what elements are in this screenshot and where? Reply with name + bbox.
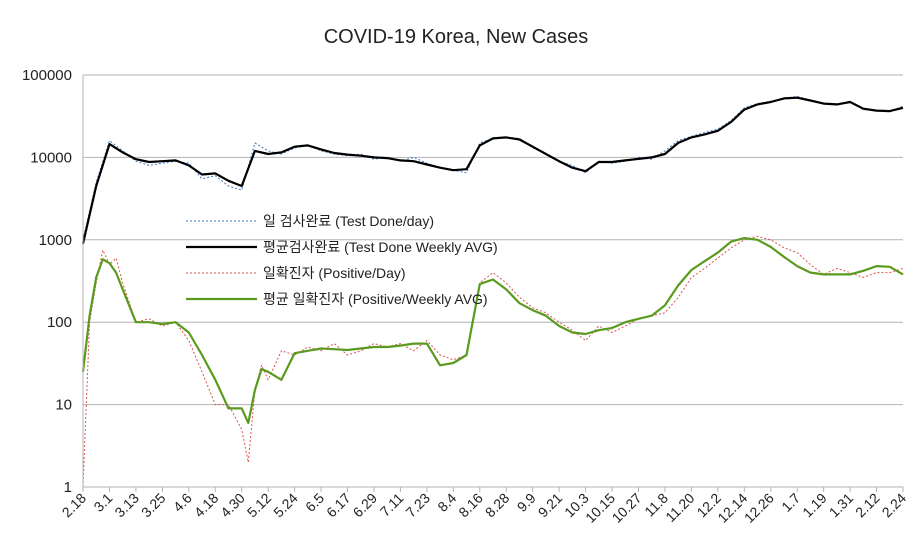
legend: 일 검사완료 (Test Done/day) 평균검사완료 (Test Done …	[186, 213, 498, 307]
positive-weekly-avg-line	[81, 237, 904, 424]
x-tick-label: 4.30	[217, 490, 248, 521]
x-tick-label: 8.16	[455, 490, 486, 521]
y-tick-label: 1000	[39, 232, 72, 249]
x-tick-label: 6.17	[323, 490, 354, 521]
legend-item-tests-daily: 일 검사완료 (Test Done/day)	[186, 213, 434, 229]
x-tick-label: 5.24	[270, 490, 301, 521]
legend-label: 평균검사완료 (Test Done Weekly AVG)	[263, 239, 498, 255]
y-tick-label: 1	[64, 479, 72, 496]
x-tick-label: 4.6	[170, 490, 195, 515]
legend-item-tests-weekly-avg: 평균검사완료 (Test Done Weekly AVG)	[186, 239, 498, 255]
x-tick-label: 10.15	[582, 490, 618, 526]
x-tick-label: 1.19	[799, 490, 830, 521]
x-tick-label: 7.11	[377, 490, 407, 520]
x-tick-label: 7.23	[402, 490, 433, 521]
x-tick-label: 12.14	[714, 490, 750, 526]
x-tick-label: 3.13	[111, 490, 142, 521]
x-tick-label: 6.5	[302, 490, 327, 515]
legend-label: 평균 일확진자 (Positive/Weekly AVG)	[263, 291, 488, 307]
chart-title: COVID-19 Korea, New Cases	[324, 26, 589, 48]
grid-layer	[83, 74, 903, 488]
tests-daily-line	[82, 95, 904, 240]
y-tick-label: 10	[55, 397, 72, 414]
x-tick-label: 2.12	[852, 490, 883, 521]
x-tick-label: 3.25	[138, 490, 169, 521]
x-tick-label: 6.29	[350, 490, 381, 521]
y-tick-label: 100	[47, 314, 72, 331]
x-tick-label: 11.20	[662, 490, 698, 526]
x-tick-label: 4.18	[191, 490, 222, 521]
x-tick-label: 8.4	[434, 490, 459, 515]
tests-weekly-avg-line	[81, 96, 904, 244]
y-tick-label: 100000	[22, 67, 72, 84]
x-tick-label: 10.27	[609, 490, 645, 526]
x-tick-label: 3.1	[90, 490, 115, 515]
x-tick-label: 9.21	[535, 490, 566, 521]
x-tick-label: 12.26	[741, 490, 777, 526]
y-tick-label: 10000	[30, 149, 72, 166]
x-tick-label: 8.28	[482, 490, 513, 521]
x-tick-label: 9.9	[514, 490, 539, 515]
positive-daily-line	[82, 235, 904, 488]
series-layer	[81, 95, 904, 488]
legend-label: 일 검사완료 (Test Done/day)	[263, 213, 434, 229]
legend-item-positive-daily: 일확진자 (Positive/Day)	[186, 265, 406, 281]
x-tick-label: 5.12	[244, 490, 275, 521]
x-tick-label: 1.31	[826, 490, 857, 521]
legend-item-positive-weekly-avg: 평균 일확진자 (Positive/Weekly AVG)	[186, 291, 488, 307]
legend-label: 일확진자 (Positive/Day)	[263, 265, 406, 281]
x-tick-label: 2.24	[879, 490, 910, 521]
x-tick-label: 1.7	[778, 490, 803, 515]
